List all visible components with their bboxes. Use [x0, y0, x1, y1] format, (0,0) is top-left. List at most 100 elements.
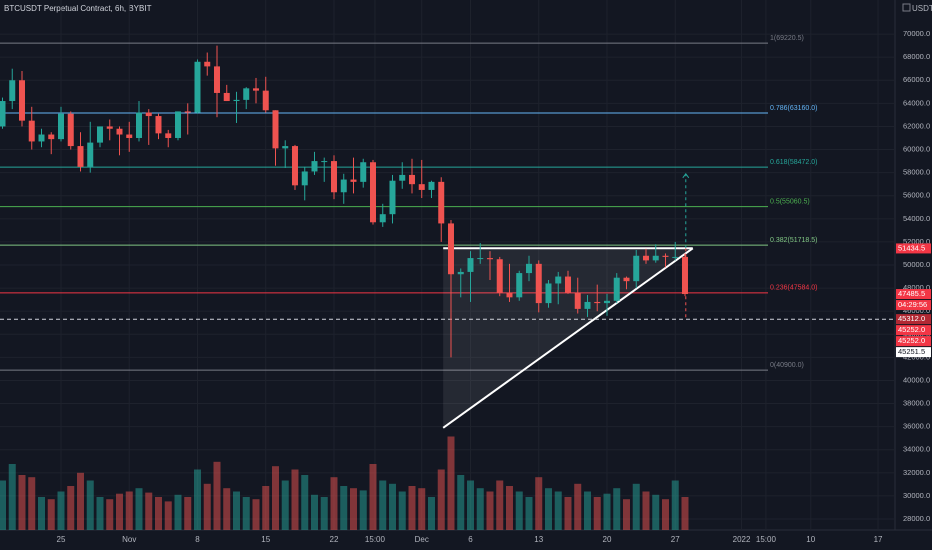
y-tick-label: 40000.0	[903, 375, 930, 384]
candle-body	[555, 276, 562, 284]
volume-bar	[427, 497, 435, 530]
candle-body	[291, 146, 298, 186]
price-tag-label: 04:29:56	[898, 300, 927, 309]
volume-bar	[476, 488, 484, 530]
volume-bar	[57, 491, 65, 530]
fib-label: 0.236(47584.0)	[770, 285, 817, 292]
y-tick-label: 54000.0	[903, 214, 930, 223]
volume-bar	[193, 469, 201, 530]
fib-label: 0.382(51718.5)	[770, 237, 817, 244]
y-tick-label: 56000.0	[903, 191, 930, 200]
candle-body	[516, 273, 523, 298]
candle-body	[155, 116, 162, 134]
x-tick-label: Nov	[122, 535, 136, 544]
volume-bar	[301, 475, 309, 530]
volume-bar	[320, 497, 328, 530]
candle-body	[135, 112, 142, 138]
x-tick-label: 27	[671, 535, 680, 544]
volume-bar	[642, 491, 650, 530]
candle-body	[438, 181, 445, 224]
fib-label: 0.5(55060.5)	[770, 198, 810, 205]
candle-body	[321, 161, 328, 163]
volume-bar	[76, 472, 84, 530]
candle-body	[360, 162, 367, 182]
y-tick-label: 28000.0	[903, 514, 930, 523]
x-tick-label: 6	[468, 535, 473, 544]
candle-body	[204, 61, 211, 67]
candle-body	[496, 259, 503, 293]
candle-body	[613, 277, 620, 301]
volume-bar	[574, 483, 582, 530]
x-tick-label: 20	[603, 535, 612, 544]
volume-bar	[388, 483, 396, 530]
volume-bar	[232, 491, 240, 530]
candle-body	[447, 223, 454, 275]
volume-bar	[291, 469, 299, 530]
volume-bar	[535, 477, 543, 530]
candle-body	[252, 88, 259, 91]
candle-body	[340, 179, 347, 193]
candle-body	[233, 99, 240, 102]
y-tick-label: 70000.0	[903, 29, 930, 38]
x-tick-label: Dec	[415, 535, 429, 544]
candle-body	[18, 80, 25, 121]
volume-bar	[330, 477, 338, 530]
candle-body	[262, 90, 269, 111]
candle-body	[184, 111, 191, 113]
currency-icon[interactable]	[902, 3, 911, 12]
volume-bar	[418, 488, 426, 530]
volume-bar	[437, 469, 445, 530]
volume-bar	[67, 486, 75, 530]
y-tick-label: 60000.0	[903, 145, 930, 154]
volume-bar	[681, 497, 689, 530]
x-tick-label: 15	[261, 535, 270, 544]
price-tag	[896, 336, 931, 347]
volume-bar	[8, 464, 16, 530]
candle-body	[486, 258, 493, 260]
volume-bar	[174, 494, 182, 530]
volume-bar	[525, 497, 533, 530]
price-tag-label: 51434.5	[898, 243, 925, 252]
candle-body	[213, 66, 220, 93]
x-tick-label: 17	[874, 535, 883, 544]
price-tag	[896, 347, 931, 358]
volume-bar	[349, 488, 357, 530]
candle-body	[594, 301, 601, 304]
candle-body	[77, 146, 84, 167]
volume-bar	[164, 501, 172, 530]
candle-body	[584, 301, 591, 309]
volume-bar	[359, 490, 367, 530]
volume-bar	[564, 497, 572, 530]
volume-bar	[223, 488, 231, 530]
fib-label: 0(40900.0)	[770, 362, 804, 369]
candle-body	[477, 258, 484, 260]
candle-body	[545, 283, 552, 304]
price-tag	[896, 289, 931, 300]
volume-bar	[37, 497, 45, 530]
currency[interactable]: USDT	[912, 4, 932, 13]
y-tick-label: 64000.0	[903, 98, 930, 107]
volume-bar	[0, 480, 6, 530]
candle-body	[106, 126, 113, 129]
candle-body	[96, 126, 103, 143]
candle-body	[38, 134, 45, 142]
volume-bar	[661, 499, 669, 530]
candle-body	[389, 180, 396, 215]
candle-body	[194, 61, 201, 113]
candle-body	[662, 255, 669, 257]
candle-body	[28, 120, 35, 142]
volume-bar	[505, 486, 513, 530]
x-tick-label: 13	[534, 535, 543, 544]
candle-body	[145, 112, 152, 117]
candle-body	[165, 133, 172, 138]
volume-bar	[145, 492, 153, 530]
candle-body	[67, 113, 74, 147]
volume-bar	[47, 499, 55, 530]
candle-body	[525, 263, 532, 274]
volume-bar	[379, 480, 387, 530]
volume-bar	[457, 475, 465, 530]
volume-bar	[184, 497, 192, 530]
volume-bar	[96, 497, 104, 530]
